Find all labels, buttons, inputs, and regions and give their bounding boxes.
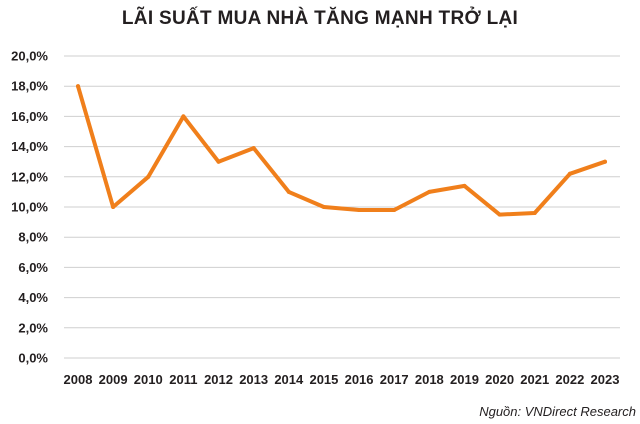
x-tick-label: 2018	[415, 372, 444, 387]
data-point	[603, 159, 607, 164]
x-tick-label: 2020	[485, 372, 514, 387]
y-tick-label: 4,0%	[18, 290, 48, 305]
data-point	[76, 84, 80, 89]
data-point	[497, 212, 502, 217]
y-tick-label: 12,0%	[11, 169, 48, 184]
x-tick-label: 2022	[555, 372, 584, 387]
x-tick-label: 2013	[239, 372, 268, 387]
x-tick-label: 2012	[204, 372, 233, 387]
x-tick-label: 2023	[591, 372, 620, 387]
data-point	[251, 146, 256, 151]
data-point	[181, 114, 186, 119]
y-tick-label: 8,0%	[18, 230, 48, 245]
y-tick-label: 16,0%	[11, 109, 48, 124]
x-tick-label: 2011	[169, 372, 197, 387]
chart-title: LÃI SUẤT MUA NHÀ TĂNG MẠNH TRỞ LẠI	[121, 8, 519, 29]
y-tick-label: 14,0%	[11, 139, 48, 154]
data-point	[462, 183, 467, 188]
x-tick-label: 2009	[99, 372, 128, 387]
data-point	[357, 208, 362, 213]
x-tick-label: 2017	[380, 372, 409, 387]
x-tick-label: 2014	[274, 372, 304, 387]
x-tick-label: 2019	[450, 372, 479, 387]
data-point	[216, 159, 221, 164]
data-point	[567, 171, 572, 176]
x-tick-label: 2021	[520, 372, 549, 387]
y-tick-label: 0,0%	[18, 351, 48, 366]
data-point	[111, 205, 116, 209]
data-point	[532, 211, 537, 216]
data-point	[146, 174, 151, 179]
series-line	[76, 84, 607, 217]
y-tick-label: 10,0%	[11, 200, 48, 215]
data-point	[286, 189, 291, 194]
y-tick-label: 20,0%	[11, 49, 48, 64]
data-point	[321, 205, 326, 209]
x-axis-ticks: 2008 2009 2010 2011 2012 2013 2014 2015 2016 2017…	[64, 372, 620, 387]
y-tick-label: 2,0%	[18, 320, 48, 335]
y-tick-label: 18,0%	[11, 79, 48, 94]
x-tick-label: 2015	[309, 372, 338, 387]
source-note: Nguồn: VNDirect Research	[479, 404, 636, 419]
x-tick-label: 2016	[345, 372, 374, 387]
y-axis-ticks: 0,0% 2,0% 4,0% 6,0% 8,0% 10,0% 12,0% 14,0% 16,0%…	[11, 49, 48, 366]
x-tick-label: 2008	[64, 372, 93, 387]
data-points	[76, 84, 607, 217]
data-point	[427, 189, 432, 194]
data-point	[392, 208, 397, 213]
grid-lines	[64, 55, 620, 359]
x-tick-label: 2010	[134, 372, 163, 387]
y-tick-label: 6,0%	[18, 260, 48, 275]
